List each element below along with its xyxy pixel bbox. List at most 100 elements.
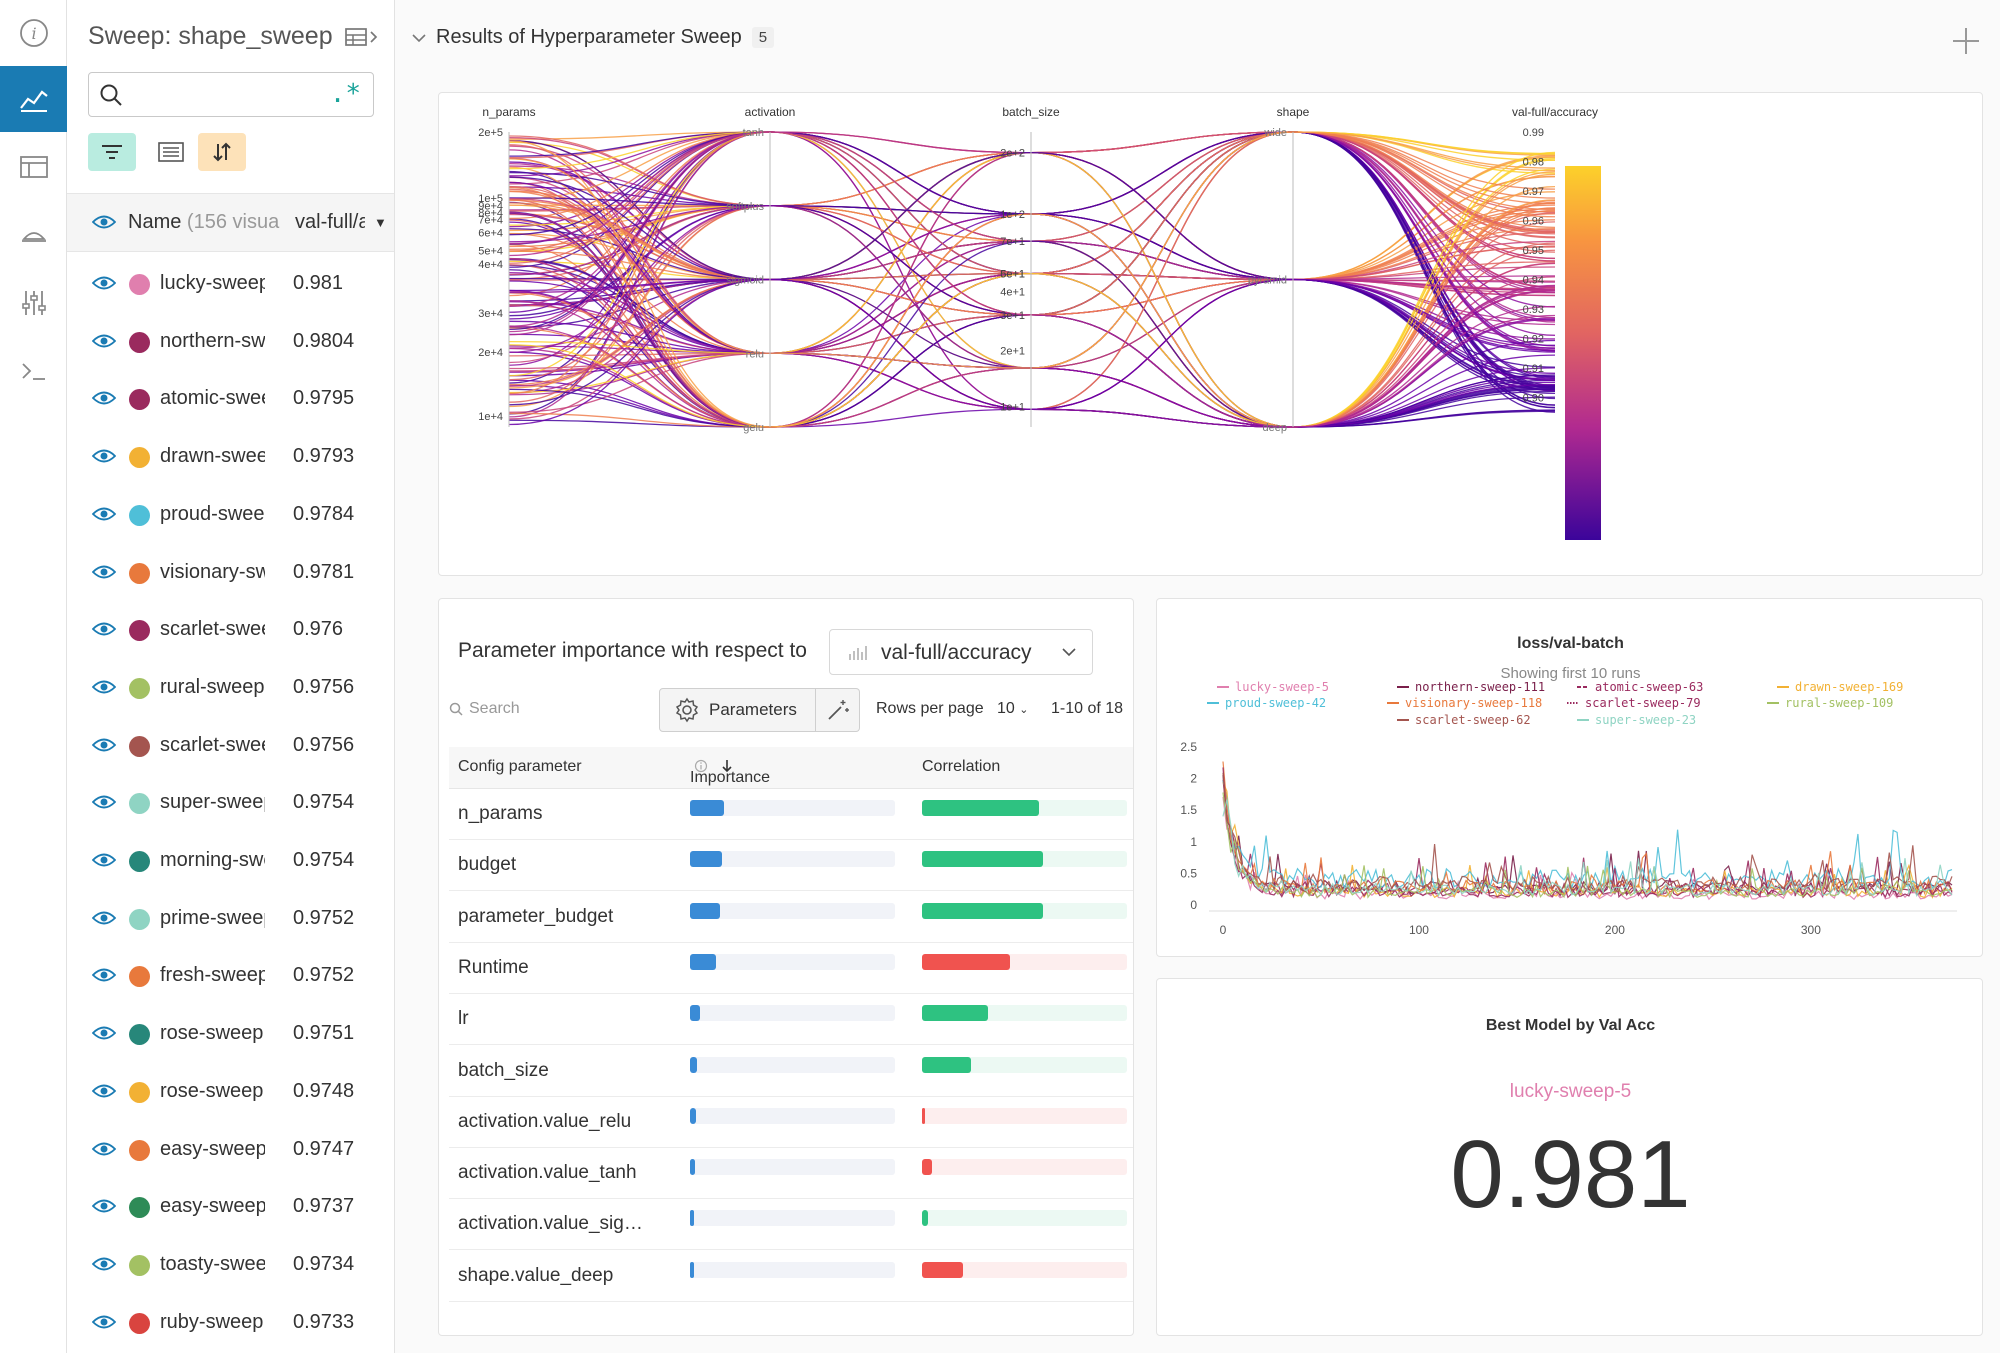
correlation-bar[interactable] [922,953,1011,970]
eye-icon[interactable] [92,1025,116,1041]
run-line[interactable] [508,212,1556,428]
run-color-dot[interactable] [129,908,150,930]
run-name[interactable]: scarlet-sweep-62 [160,733,265,756]
loss-line-chart[interactable]: lucky-sweep-5 northern-sweep-111 atomic-sw… [1157,599,1981,955]
run-name[interactable]: lucky-sweep-5 [160,272,265,294]
run-color-dot[interactable] [129,677,150,699]
run-name[interactable]: atomic-sweep-63 [160,387,265,410]
correlation-bar[interactable] [922,1056,972,1073]
run-name[interactable]: visionary-sweep-118 [160,560,265,583]
loss-series-line[interactable] [1222,775,1953,895]
eye-icon[interactable] [92,1198,116,1214]
run-line[interactable] [508,212,1556,428]
importance-bar[interactable] [690,902,720,919]
run-line[interactable] [508,151,1556,428]
group-button[interactable] [147,133,195,171]
run-row[interactable]: rural-sweep-109 0.9756 [67,660,394,717]
legend-entry[interactable]: northern-sweep-111 [1415,680,1545,694]
table-icon[interactable] [0,134,67,200]
parameters-button[interactable]: Parameters [659,688,816,732]
legend-entry[interactable]: atomic-sweep-63 [1595,680,1703,694]
run-row[interactable]: toasty-sweep 0.9734 [67,1237,394,1294]
run-name[interactable]: northern-sweep-111 [160,329,265,352]
table-expand-icon[interactable] [344,26,379,48]
run-row[interactable]: super-sweep-23 0.9754 [67,775,394,832]
eye-icon[interactable] [92,448,116,464]
run-row[interactable]: rose-sweep 0.9751 [67,1006,394,1063]
chevron-down-icon[interactable] [412,33,426,43]
run-row[interactable]: scarlet-sweep-79 0.976 [67,602,394,659]
param-search-input[interactable]: Search [449,700,520,718]
run-color-dot[interactable] [129,331,150,353]
eye-icon[interactable] [92,1256,116,1272]
eye-icon[interactable] [92,214,116,230]
col-correlation[interactable]: Correlation [922,758,1001,775]
importance-bar[interactable] [690,1005,700,1022]
run-line[interactable] [508,131,1556,410]
run-name[interactable]: fresh-sweep [160,964,265,987]
run-name[interactable]: scarlet-sweep-79 [160,618,265,641]
info-icon[interactable]: i [0,0,67,66]
correlation-bar[interactable] [922,1261,963,1278]
eye-icon[interactable] [92,564,116,580]
run-color-dot[interactable] [129,1197,150,1219]
run-row[interactable]: fresh-sweep 0.9752 [67,948,394,1005]
auto-params-button[interactable] [816,688,860,732]
section-header[interactable]: Results of Hyperparameter Sweep 5 [412,26,775,49]
rows-per-page-select[interactable]: Rows per page 10 ⌄ [876,700,1028,718]
run-color-dot[interactable] [129,1312,150,1334]
loss-series-line[interactable] [1222,780,1953,890]
eye-icon[interactable] [92,1314,116,1330]
run-line[interactable] [508,151,1556,428]
caret-down-icon[interactable]: ▼ [374,215,387,230]
importance-bar[interactable] [690,1261,694,1278]
eye-icon[interactable] [92,852,116,868]
eye-icon[interactable] [92,679,116,695]
run-color-dot[interactable] [129,1254,150,1276]
run-row[interactable]: ruby-sweep 0.9733 [67,1295,394,1352]
run-color-dot[interactable] [129,1081,150,1103]
run-line[interactable] [508,213,1556,428]
run-name[interactable]: easy-sweep [160,1137,265,1160]
run-name[interactable]: easy-sweep [160,1195,265,1218]
legend-entry[interactable]: lucky-sweep-5 [1235,680,1329,694]
loss-series-line[interactable] [1222,799,1953,898]
run-name[interactable]: ruby-sweep [160,1310,264,1333]
run-color-dot[interactable] [129,274,150,295]
run-line[interactable] [508,131,1556,387]
loss-series-line[interactable] [1222,782,1953,899]
run-row[interactable]: prime-sweep 0.9752 [67,891,394,948]
col-config-parameter[interactable]: Config parameter [458,758,582,775]
run-row[interactable]: easy-sweep 0.9737 [67,1179,394,1236]
run-color-dot[interactable] [129,562,150,584]
terminal-icon[interactable] [0,338,67,404]
eye-icon[interactable] [92,275,116,291]
metric-column-header[interactable]: val-full/accuracy [295,211,365,233]
correlation-bar[interactable] [922,1107,925,1124]
eye-icon[interactable] [92,1141,116,1157]
run-row[interactable]: drawn-sweep-169 0.9793 [67,429,394,486]
run-name[interactable]: morning-sweep [160,849,265,871]
run-color-dot[interactable] [129,447,150,469]
run-color-dot[interactable] [129,504,150,526]
eye-icon[interactable] [92,333,116,349]
sweeps-broom-icon[interactable] [0,202,67,268]
run-color-dot[interactable] [129,793,150,815]
importance-bar[interactable] [690,1210,694,1227]
best-model-run-name[interactable]: lucky-sweep-5 [1509,1081,1632,1102]
importance-bar[interactable] [690,1056,697,1073]
run-color-dot[interactable] [129,735,150,757]
importance-bar[interactable] [690,851,722,868]
run-row[interactable]: scarlet-sweep-62 0.9756 [67,718,394,775]
run-row[interactable]: easy-sweep 0.9747 [67,1122,394,1179]
correlation-bar[interactable] [922,1159,933,1176]
loss-series-line[interactable] [1222,792,1953,899]
correlation-bar[interactable] [922,1005,988,1022]
eye-icon[interactable] [92,737,116,753]
importance-bar[interactable] [690,953,716,970]
eye-icon[interactable] [92,794,116,810]
parallel-coordinates-chart[interactable]: n_params 2e+5 1e+59e+48e+47e+46e+4 5e+44e+4… [439,93,1981,574]
metric-select[interactable]: val-full/accuracy [829,629,1093,675]
run-color-dot[interactable] [129,966,150,988]
run-name[interactable]: rose-sweep [160,1022,264,1045]
